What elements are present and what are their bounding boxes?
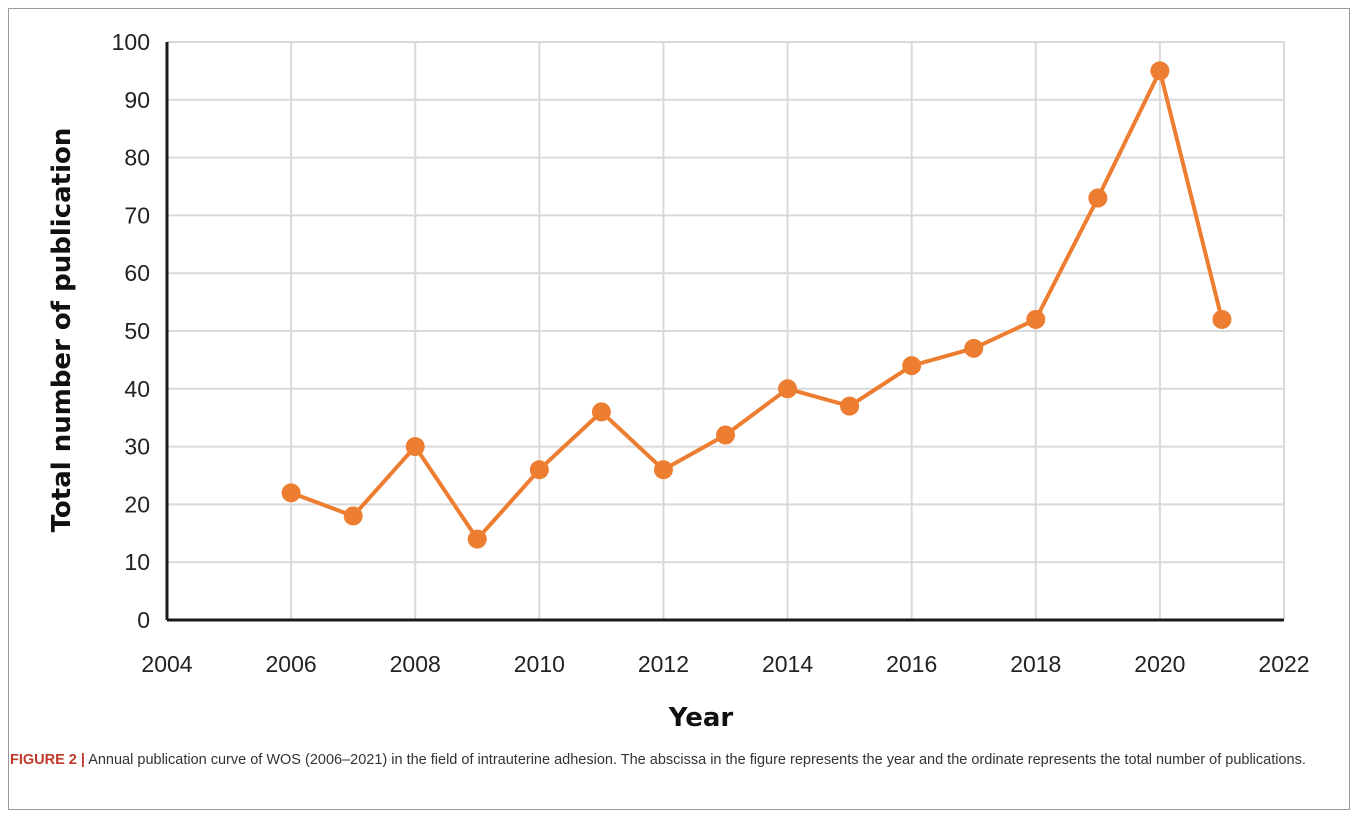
y-tick-label: 0: [137, 607, 150, 633]
data-point: [281, 483, 301, 503]
x-axis-title: Year: [668, 703, 734, 733]
y-tick-label: 60: [124, 260, 150, 286]
grid-lines: [167, 41, 1285, 620]
data-point: [778, 379, 798, 399]
x-tick-label: 2012: [638, 651, 689, 677]
y-tick-label: 90: [124, 87, 150, 113]
tick-labels: 0 10 20 30 40 50 60 70 80 90 100 2004 2006 2008 2010 20…: [112, 29, 1310, 677]
x-tick-label: 2016: [886, 651, 937, 677]
x-tick-label: 2008: [390, 651, 441, 677]
y-tick-label: 70: [124, 202, 150, 228]
data-series: [281, 61, 1232, 549]
caption-label: FIGURE 2 |: [10, 752, 85, 768]
data-point: [529, 460, 549, 480]
y-tick-label: 50: [124, 318, 150, 344]
x-tick-label: 2018: [1010, 651, 1061, 677]
x-tick-label: 2006: [266, 651, 317, 677]
data-point: [653, 460, 673, 480]
y-tick-label: 100: [112, 29, 150, 55]
y-tick-label: 40: [124, 376, 150, 402]
x-tick-label: 2020: [1134, 651, 1185, 677]
data-point: [343, 506, 363, 526]
data-point: [964, 338, 984, 358]
x-tick-label: 2004: [141, 651, 192, 677]
y-tick-label: 80: [124, 145, 150, 171]
data-point: [1212, 309, 1232, 329]
x-tick-label: 2014: [762, 651, 813, 677]
caption-text: Annual publication curve of WOS (2006–20…: [84, 752, 1306, 768]
data-point: [902, 356, 922, 376]
data-point: [467, 529, 487, 549]
figure-caption: FIGURE 2 | Annual publication curve of W…: [10, 750, 1340, 770]
y-tick-label: 20: [124, 491, 150, 517]
y-axis-title: Total number of publication: [47, 128, 77, 533]
x-tick-label: 2022: [1258, 651, 1309, 677]
data-point: [716, 425, 735, 445]
y-tick-label: 30: [124, 434, 150, 460]
data-point: [1026, 309, 1046, 329]
data-point: [840, 396, 860, 416]
axes: [165, 42, 1284, 622]
series-line: [290, 68, 1224, 542]
data-point: [1150, 61, 1170, 81]
y-tick-label: 10: [124, 549, 150, 575]
data-point: [405, 437, 425, 457]
data-point: [591, 402, 611, 422]
data-point: [1088, 188, 1108, 208]
x-tick-label: 2010: [514, 651, 565, 677]
